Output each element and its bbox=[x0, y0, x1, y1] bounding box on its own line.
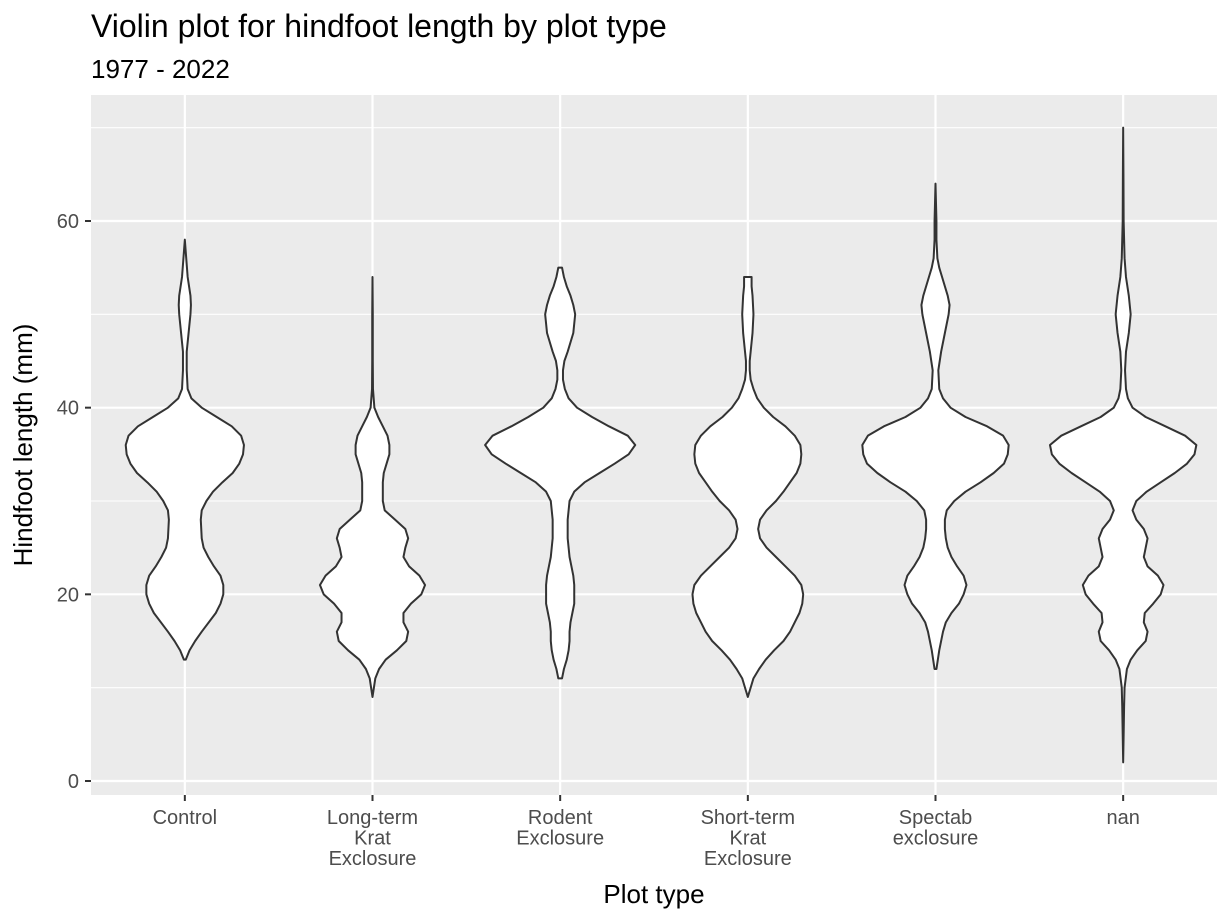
chart-subtitle: 1977 - 2022 bbox=[91, 54, 230, 84]
violin-nan bbox=[1048, 126, 1198, 764]
violin-spectab-exclosure bbox=[861, 182, 1010, 670]
y-axis-title: Hindfoot length (mm) bbox=[8, 324, 38, 567]
x-tick-label: Rodent Exclosure bbox=[516, 807, 604, 850]
y-axis-ticks: 0 20 40 60 bbox=[57, 211, 91, 793]
violin-control bbox=[124, 238, 245, 661]
y-tick-label: 60 bbox=[57, 211, 79, 233]
x-tick-label: Spectab exclosure bbox=[893, 807, 979, 850]
violin-short-term-krat-exclosure bbox=[691, 276, 805, 698]
violins bbox=[124, 126, 1198, 764]
chart-title: Violin plot for hindfoot length by plot … bbox=[91, 8, 667, 44]
plot-panel bbox=[91, 95, 1217, 795]
y-tick-label: 40 bbox=[57, 398, 79, 420]
x-tick-label: Short-term Krat Exclosure bbox=[701, 807, 795, 870]
y-tick-label: 20 bbox=[57, 584, 79, 606]
violin-long-term-krat-exclosure bbox=[318, 276, 427, 698]
minor-gridlines bbox=[91, 127, 1217, 689]
x-tick-label: Long-term Krat Exclosure bbox=[327, 807, 418, 870]
x-tick-label: Control bbox=[153, 807, 217, 829]
violin-rodent-exclosure bbox=[484, 266, 637, 680]
x-axis-title: Plot type bbox=[603, 879, 704, 909]
x-tick-label: nan bbox=[1106, 807, 1139, 829]
x-axis-ticks: Control Long-term Krat Exclosure Rodent Exclo… bbox=[153, 795, 1140, 870]
y-tick-label: 0 bbox=[68, 771, 79, 793]
